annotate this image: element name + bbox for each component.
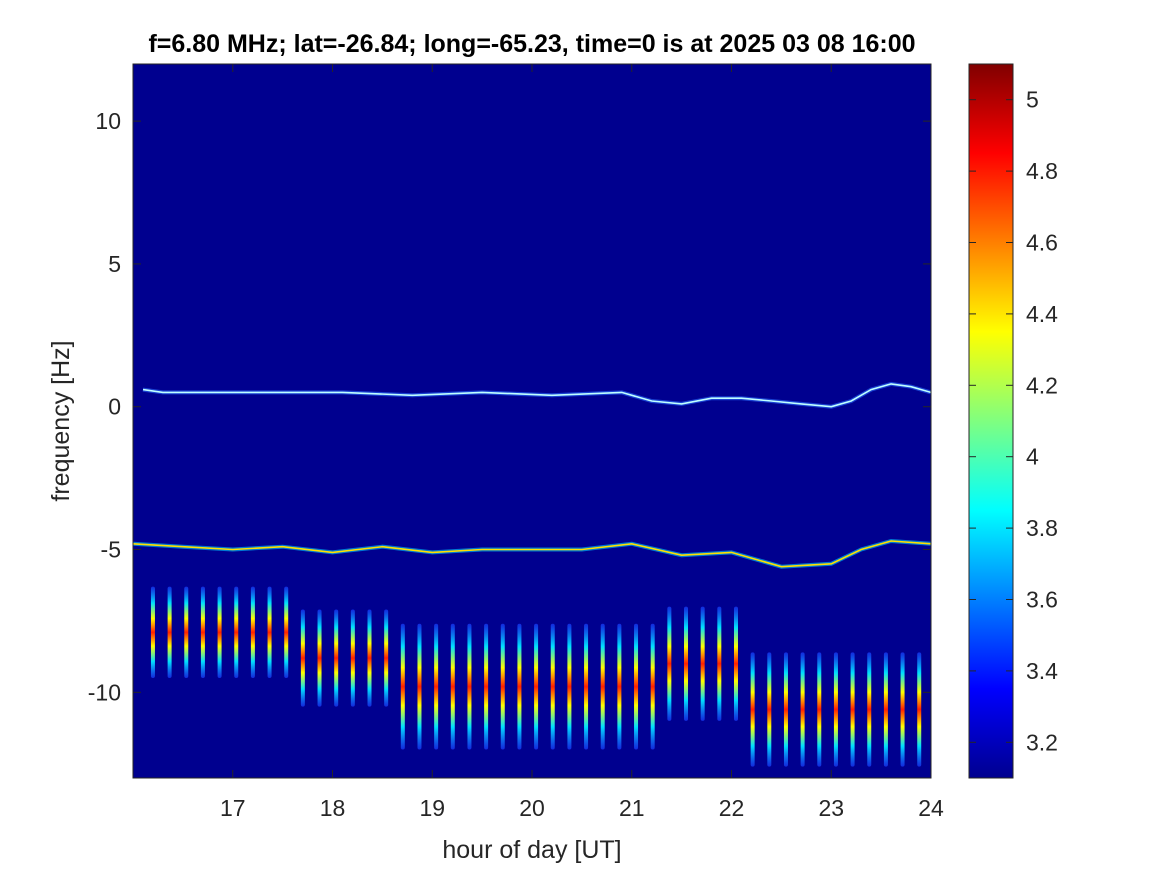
stripe-mark xyxy=(717,606,722,721)
colorbar-tick-label: 4 xyxy=(1026,444,1039,470)
stripe-mark xyxy=(367,609,372,707)
colorbar-tick-label: 3.2 xyxy=(1026,729,1058,755)
stripe-mark xyxy=(883,652,888,767)
stripe-mark xyxy=(284,586,289,679)
stripe-mark xyxy=(750,652,755,767)
stripe-mark xyxy=(667,606,672,721)
stripe-mark xyxy=(200,586,205,679)
y-tick-label: -10 xyxy=(88,679,121,705)
stripe-mark xyxy=(400,623,405,750)
stripe-mark xyxy=(350,609,355,707)
stripe-mark xyxy=(150,586,155,679)
plot-area xyxy=(133,64,931,778)
upper-trace-line xyxy=(142,383,931,408)
stripe-mark xyxy=(850,652,855,767)
stripe-mark xyxy=(517,623,522,750)
stripe-mark xyxy=(500,623,505,750)
stripe-mark xyxy=(250,586,255,679)
stripe-mark xyxy=(184,586,189,679)
colorbar-tick-label: 5 xyxy=(1026,87,1039,113)
heatmap-content xyxy=(133,381,931,767)
stripe-mark xyxy=(417,623,422,750)
x-tick-label: 23 xyxy=(818,795,844,821)
stripe-mark xyxy=(700,606,705,721)
stripe-mark xyxy=(300,609,305,707)
y-tick-label: 0 xyxy=(108,394,121,420)
stripe-mark xyxy=(900,652,905,767)
axes-ticks: 17 18 19 20 21 22 23 24 -10 -5 0 5 10 xyxy=(88,63,944,821)
colorbar-tick-label: 3.4 xyxy=(1026,658,1058,684)
stripe-mark xyxy=(334,609,339,707)
stripe-mark xyxy=(767,652,772,767)
chart-title: f=6.80 MHz; lat=-26.84; long=-65.23, tim… xyxy=(148,30,915,58)
y-axis-label: frequency [Hz] xyxy=(47,340,75,501)
colorbar-tick-label: 4.4 xyxy=(1026,301,1058,327)
x-tick-label: 19 xyxy=(419,795,445,821)
stripe-mark xyxy=(867,652,872,767)
x-tick-label: 22 xyxy=(719,795,745,821)
x-tick-label: 20 xyxy=(519,795,545,821)
y-tick-label: 5 xyxy=(108,251,121,277)
colorbar-tick-label: 4.2 xyxy=(1026,372,1058,398)
stripe-mark xyxy=(800,652,805,767)
stripe-mark xyxy=(384,609,389,707)
y-tick-label: 10 xyxy=(95,108,121,134)
stripe-mark xyxy=(317,609,322,707)
stripe-mark xyxy=(684,606,689,721)
x-axis-label: hour of day [UT] xyxy=(442,836,621,864)
lower-trace-line xyxy=(133,540,931,568)
colorbar-tick-label: 4.8 xyxy=(1026,158,1058,184)
x-tick-label: 21 xyxy=(619,795,645,821)
stripe-mark xyxy=(434,623,439,750)
colorbar xyxy=(968,63,1014,779)
x-tick-label: 24 xyxy=(918,795,944,821)
stripe-mark xyxy=(567,623,572,750)
stripe-mark xyxy=(234,586,239,679)
stripe-mark xyxy=(450,623,455,750)
colorbar-tick-label: 3.8 xyxy=(1026,515,1058,541)
stripe-mark xyxy=(167,586,172,679)
stripe-mark xyxy=(617,623,622,750)
x-tick-label: 18 xyxy=(320,795,346,821)
stripe-mark xyxy=(217,586,222,679)
colorbar-ticks: 3.2 3.4 3.6 3.8 4 4.2 4.4 4.6 4.8 5 xyxy=(969,87,1058,755)
stripe-mark xyxy=(733,606,738,721)
stripe-mark xyxy=(783,652,788,767)
stripe-mark xyxy=(600,623,605,750)
stripe-mark xyxy=(467,623,472,750)
stripe-mark xyxy=(534,623,539,750)
stripe-mark xyxy=(817,652,822,767)
stripe-mark xyxy=(267,586,272,679)
stripe-mark xyxy=(634,623,639,750)
stripe-mark xyxy=(833,652,838,767)
stripe-mark xyxy=(917,652,922,767)
stripe-mark xyxy=(584,623,589,750)
colorbar-tick-label: 4.6 xyxy=(1026,230,1058,256)
stripe-mark xyxy=(484,623,489,750)
colorbar-tick-label: 3.6 xyxy=(1026,587,1058,613)
stripe-mark xyxy=(550,623,555,750)
x-tick-label: 17 xyxy=(220,795,246,821)
y-tick-label: -5 xyxy=(101,537,121,563)
stripe-mark xyxy=(650,623,655,750)
